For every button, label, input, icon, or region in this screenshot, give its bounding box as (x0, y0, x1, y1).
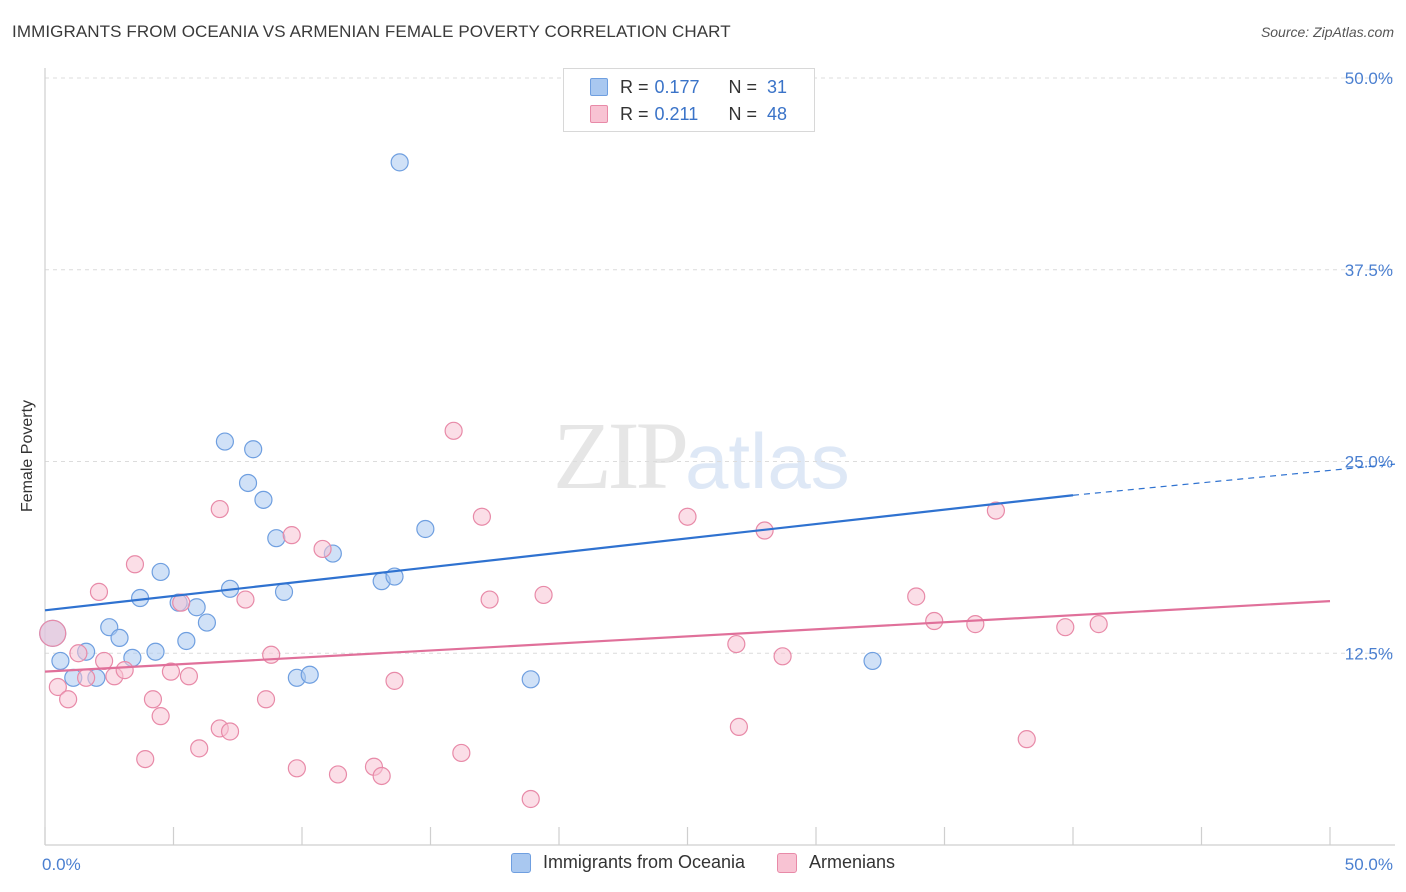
x-tick-label: 0.0% (42, 855, 81, 874)
point-oceania (215, 432, 234, 451)
trendline-oceania (44, 494, 1074, 612)
point-oceania (267, 529, 286, 548)
legend-swatch-armenians (777, 852, 797, 873)
point-armenians (39, 619, 67, 647)
point-armenians (727, 634, 746, 654)
legend-row-oceania: R = 0.177 N = 31 (564, 75, 787, 99)
point-armenians (220, 722, 240, 741)
legend-r-label: R = (620, 76, 649, 97)
point-armenians (1017, 730, 1036, 749)
point-oceania (254, 490, 273, 509)
point-oceania (863, 651, 882, 671)
y-tick-label: 12.5% (1345, 644, 1393, 663)
point-oceania (51, 651, 70, 671)
point-oceania (238, 473, 258, 493)
point-armenians (986, 501, 1006, 520)
point-armenians (1089, 615, 1108, 634)
point-oceania (300, 665, 319, 684)
legend-label-oceania: Immigrants from Oceania (542, 852, 745, 872)
point-armenians (95, 651, 114, 671)
point-armenians (773, 647, 792, 666)
point-armenians (77, 668, 96, 687)
legend-swatch-oceania (590, 78, 608, 96)
point-armenians (89, 582, 109, 601)
point-armenians (179, 667, 199, 686)
point-armenians (372, 766, 391, 786)
point-armenians (521, 789, 540, 809)
point-armenians (907, 587, 926, 606)
legend-n-label: N = (728, 76, 758, 97)
series-legend: Immigrants from Oceania Armenians (0, 852, 1406, 873)
point-armenians (287, 759, 306, 778)
point-armenians (472, 507, 491, 526)
point-oceania (274, 582, 294, 601)
point-oceania (146, 642, 165, 661)
point-oceania (151, 562, 170, 582)
point-armenians (236, 590, 255, 609)
y-tick-label: 50.0% (1345, 69, 1393, 88)
chart-title: IMMIGRANTS FROM OCEANIA VS ARMENIAN FEMA… (12, 22, 731, 41)
point-armenians (444, 421, 463, 440)
watermark-zip: ZIP (553, 402, 689, 509)
legend-item-armenians[interactable]: Armenians (777, 852, 895, 873)
legend-row-armenians: R = 0.211 N = 48 (564, 102, 787, 126)
point-armenians (282, 526, 301, 545)
point-armenians (385, 671, 404, 690)
point-oceania (416, 519, 435, 539)
legend-r-value: 0.211 (654, 103, 699, 124)
legend-label-armenians: Armenians (809, 852, 896, 872)
legend-r-value: 0.177 (654, 76, 700, 97)
point-armenians (136, 749, 155, 769)
point-armenians (59, 690, 78, 709)
chart-source: Source: ZipAtlas.com (1260, 24, 1394, 40)
point-armenians (925, 611, 944, 631)
point-armenians (480, 590, 499, 609)
legend-n-value: 31 (767, 76, 788, 97)
point-armenians (125, 555, 145, 574)
trendline-armenians (44, 599, 1331, 673)
point-armenians (161, 662, 181, 681)
legend-swatch-armenians (590, 105, 608, 123)
point-oceania (110, 628, 129, 648)
point-oceania (187, 598, 206, 617)
legend-item-oceania[interactable]: Immigrants from Oceania (510, 852, 745, 873)
point-armenians (151, 707, 170, 726)
point-armenians (210, 499, 229, 519)
point-armenians (729, 717, 749, 736)
point-armenians (534, 585, 553, 605)
legend-n-value: 48 (767, 103, 788, 124)
point-oceania (521, 670, 540, 689)
point-oceania (244, 440, 263, 459)
legend-n-label: N = (728, 103, 758, 124)
y-tick-label: 37.5% (1345, 261, 1393, 280)
point-armenians (966, 615, 985, 634)
x-tick-label: 50.0% (1345, 855, 1393, 874)
point-armenians (452, 743, 471, 763)
legend-swatch-oceania (510, 852, 531, 873)
point-armenians (48, 677, 67, 697)
point-armenians (1056, 618, 1075, 637)
correlation-legend: R = 0.177 N = 31 R = 0.211 N = 48 (563, 68, 815, 132)
trendline-oceania-extension (1072, 463, 1396, 496)
point-armenians (256, 690, 276, 709)
point-armenians (115, 661, 134, 680)
legend-r-label: R = (620, 103, 649, 124)
point-armenians (262, 645, 281, 664)
y-tick-label: 25.0% (1345, 453, 1393, 472)
point-armenians (328, 765, 348, 784)
point-armenians (678, 507, 697, 526)
point-oceania (390, 153, 409, 172)
point-armenians (313, 539, 332, 559)
point-armenians (143, 690, 163, 709)
point-armenians (190, 739, 209, 758)
point-oceania (177, 631, 196, 651)
point-armenians (69, 644, 88, 663)
point-oceania (197, 613, 217, 632)
